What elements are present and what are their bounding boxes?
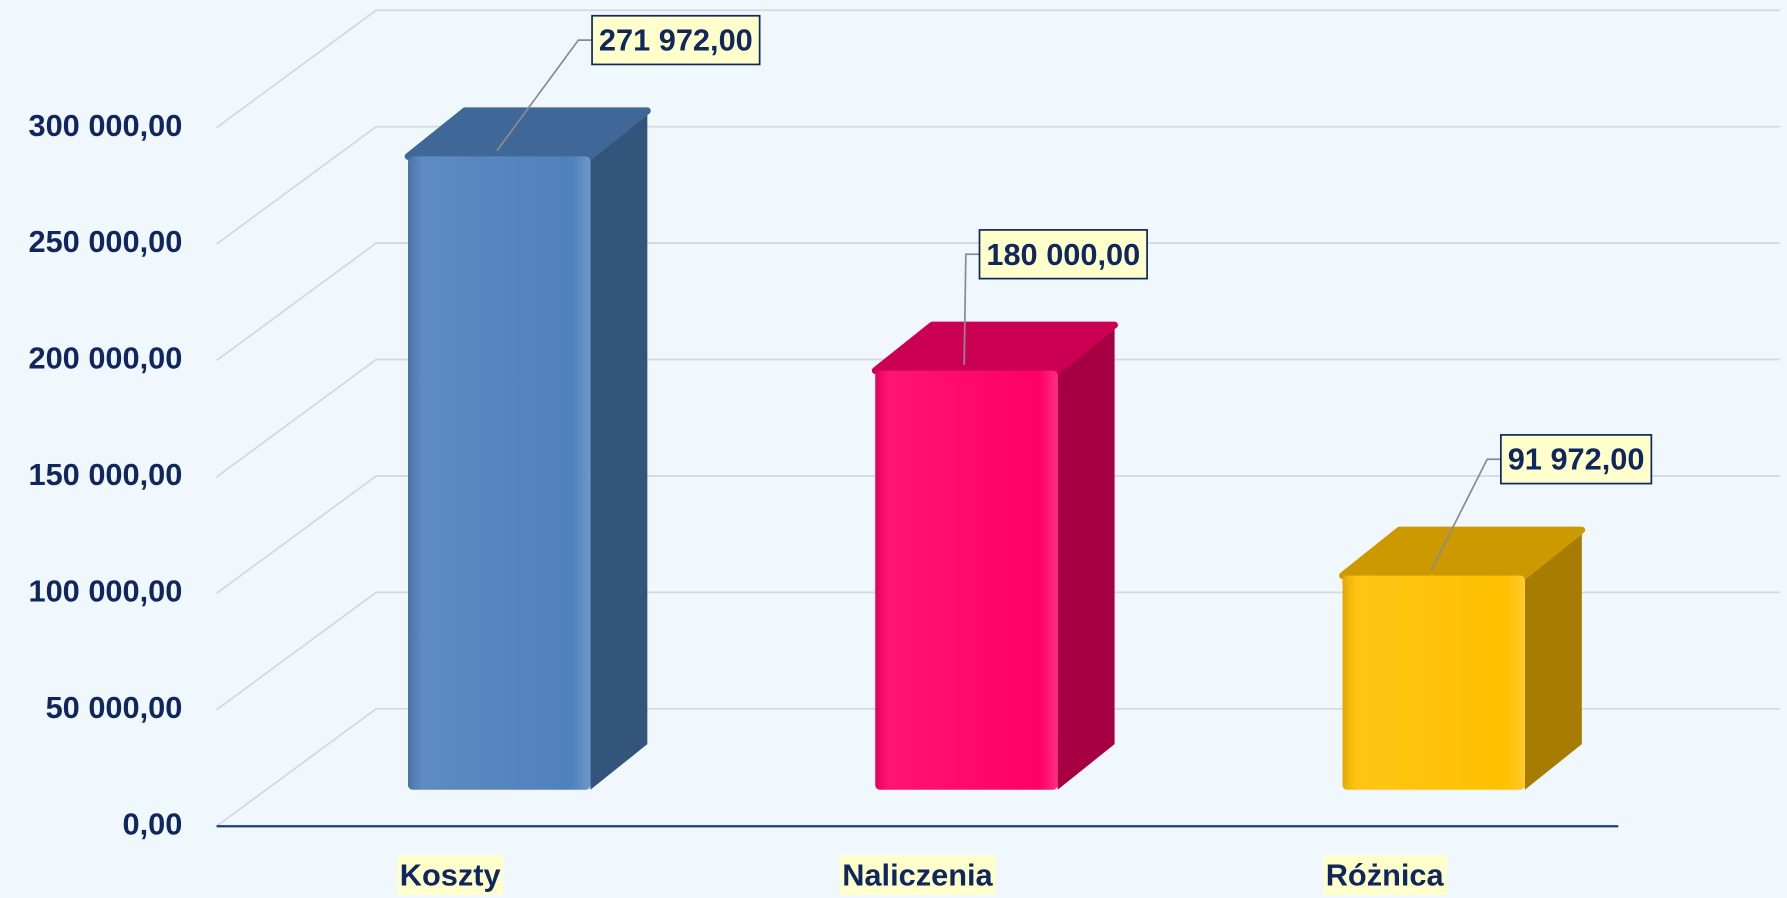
grid-line (216, 707, 1781, 827)
grid-line (216, 242, 1781, 362)
bar-side (1524, 529, 1582, 790)
x-tick-highlight (1323, 855, 1447, 895)
y-tick-label: 50 000,00 (46, 690, 183, 725)
leader-line (496, 39, 593, 152)
bar-side (1057, 325, 1115, 790)
grid-line (216, 358, 1781, 478)
leader-line (963, 253, 980, 365)
bar (404, 107, 651, 790)
labels: 0,00 50 000,00 100 000,00 150 000,00 200 000… (28, 14, 1653, 895)
bar (1339, 526, 1586, 790)
grid (216, 9, 1781, 828)
bar-shine (408, 156, 591, 790)
data-label: 180 000,00 (986, 237, 1140, 272)
bars (404, 107, 1586, 790)
x-tick-label: Różnica (1326, 858, 1445, 893)
y-tick-label: 300 000,00 (28, 108, 182, 143)
grid-line (216, 475, 1781, 595)
data-label-box (591, 14, 761, 66)
x-tick-label: Naliczenia (842, 858, 993, 893)
bar-shine (875, 370, 1058, 790)
y-tick-label: 100 000,00 (28, 573, 182, 608)
data-label: 271 972,00 (599, 23, 753, 58)
bar (871, 321, 1118, 790)
bar-shine (1342, 575, 1525, 790)
grid-line (216, 125, 1781, 245)
bar-side (590, 110, 648, 790)
y-tick-label: 150 000,00 (28, 457, 182, 492)
grid-line (216, 591, 1781, 711)
data-label: 91 972,00 (1508, 442, 1645, 477)
leader-line (1430, 458, 1501, 571)
y-tick-label: 200 000,00 (28, 341, 182, 376)
y-tick-label: 0,00 (123, 806, 183, 841)
grid-line (216, 9, 1781, 129)
y-tick-label: 250 000,00 (28, 224, 182, 259)
x-tick-label: Koszty (400, 858, 501, 893)
x-tick-highlight (839, 855, 996, 895)
data-label-box (1500, 434, 1653, 485)
data-label-box (978, 229, 1148, 280)
x-tick-highlight (397, 855, 503, 895)
